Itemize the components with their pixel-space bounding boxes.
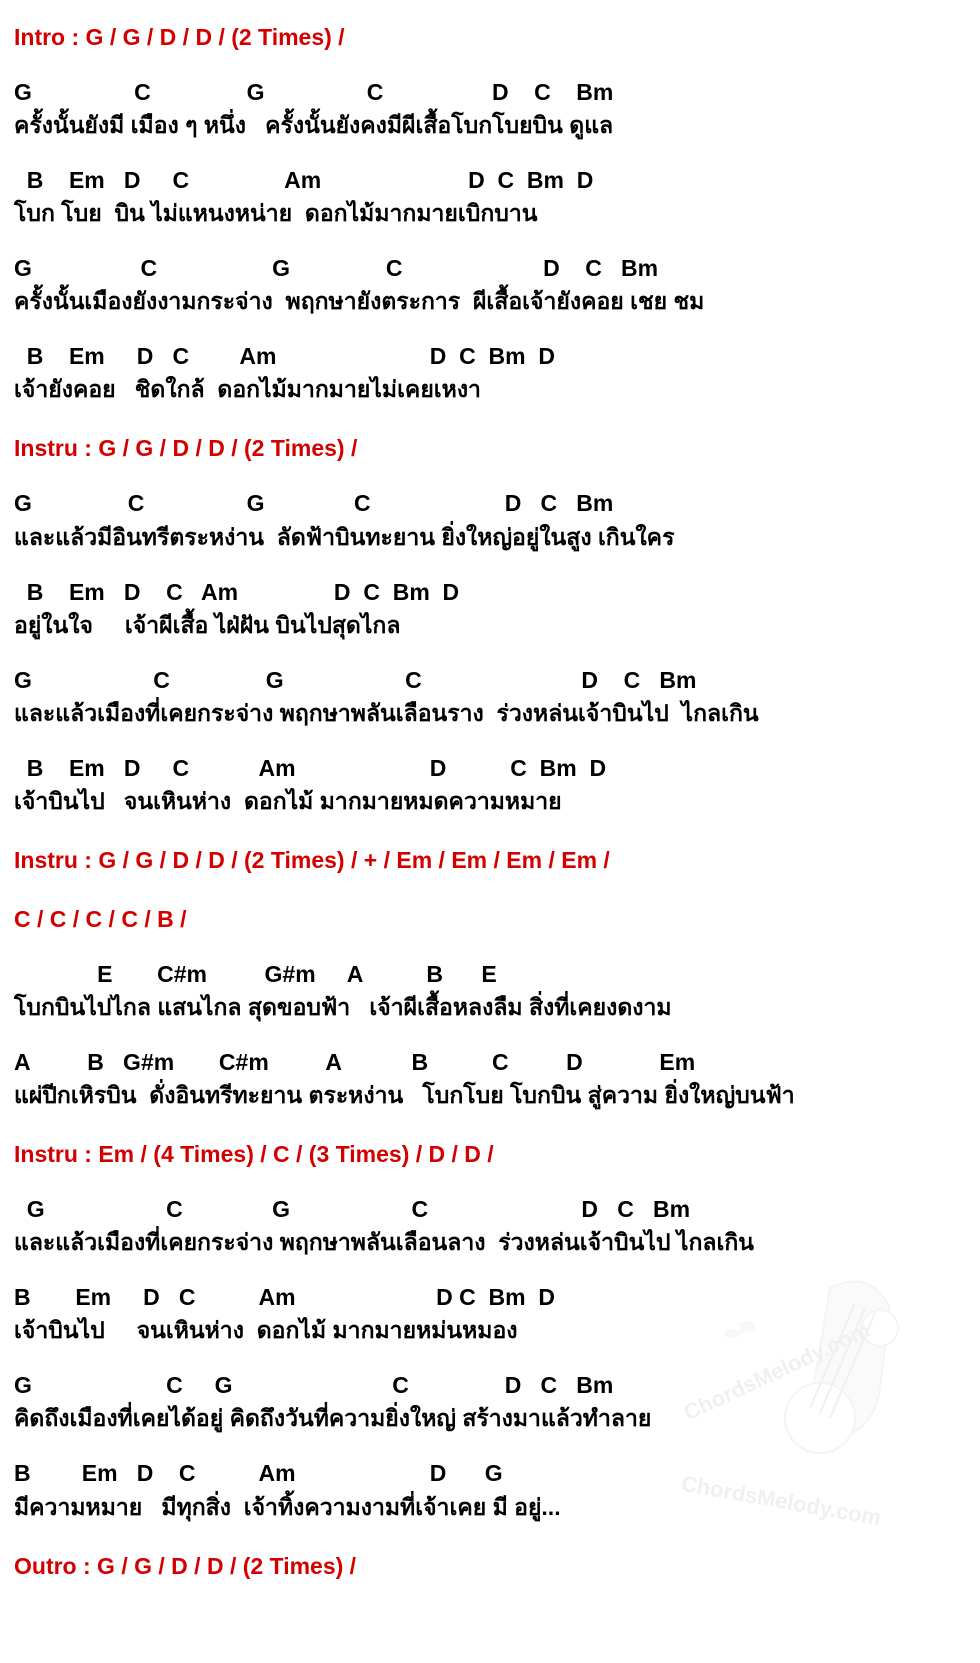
section-label: Outro : G / G / D / D / (2 Times) / [14,1551,966,1582]
chord-line: B Em D C Am D C Bm D [14,165,966,196]
lyric-line: เจ้าบินไป จนเหินห่าง ดอกไม้ มากมายหมดควา… [14,786,966,817]
chord-line: G C G C D C Bm [14,665,966,696]
lyric-line: คิดถึงเมืองที่เคยได้อยู่ คิดถึงวันที่ควา… [14,1403,966,1434]
lyric-line: เจ้ายังคอย ชิดใกล้ ดอกไม้มากมายไม่เคยเหง… [14,374,966,405]
chord-line: B Em D C Am D C Bm D [14,1282,966,1313]
chord-lyric-block: G C G C D C Bmและแล้วมีอินทรีตระหง่าน ลั… [14,488,966,552]
chord-line: B Em D C Am D C Bm D [14,577,966,608]
lyric-line: และแล้วมีอินทรีตระหง่าน ลัดฟ้าบินทะยาน ย… [14,522,966,553]
chord-line: B Em D C Am D C Bm D [14,753,966,784]
chord-line: B Em D C Am D C Bm D [14,341,966,372]
lyric-line: ครั้งนั้นเมืองยังงามกระจ่าง พฤกษายังตระก… [14,286,966,317]
chord-line: E C#m G#m A B E [14,959,966,990]
chord-lyric-block: B Em D C Am D C Bm Dเจ้ายังคอย ชิดใกล้ ด… [14,341,966,405]
plus-symbol: + [364,847,377,873]
lyric-line: โบกบินไปไกล แสนไกล สุดขอบฟ้า เจ้าผีเสื้อ… [14,992,966,1023]
lyric-line: โบก โบย บิน ไม่แหนงหน่าย ดอกไม้มากมายเบิ… [14,198,966,229]
chord-lyric-block: E C#m G#m A B Eโบกบินไปไกล แสนไกล สุดขอบ… [14,959,966,1023]
chord-line: G C G C D C Bm [14,1370,966,1401]
chord-lyric-block: B Em D C Am D C Bm Dเจ้าบินไป จนเหินห่าง… [14,1282,966,1346]
chord-lyric-block: G C G C D C Bmครั้งนั้นยังมี เมือง ๆ หนึ… [14,77,966,141]
section-label: Instru : Em / (4 Times) / C / (3 Times) … [14,1139,966,1170]
chord-line: B Em D C Am D G [14,1458,966,1489]
section-label: C / C / C / C / B / [14,904,966,935]
lyric-line: เจ้าบินไป จนเหินห่าง ดอกไม้ มากมายหม่นหม… [14,1315,966,1346]
section-label: Instru : G / G / D / D / (2 Times) / [14,433,966,464]
chord-lyric-block: B Em D C Am D C Bm Dเจ้าบินไป จนเหินห่าง… [14,753,966,817]
chord-lyric-block: B Em D C Am D C Bm Dอยู่ในใจ เจ้าผีเสื้อ… [14,577,966,641]
chord-lyric-block: G C G C D C Bmและแล้วเมืองที่เคยกระจ่าง … [14,665,966,729]
chord-line: G C G C D C Bm [14,77,966,108]
chord-line: G C G C D C Bm [14,1194,966,1225]
lyric-line: และแล้วเมืองที่เคยกระจ่าง พฤกษาพลันเลือน… [14,698,966,729]
chord-line: A B G#m C#m A B C D Em [14,1047,966,1078]
lyric-line: แผ่ปีกเหิรบิน ดั่งอินทรีทะยาน ตระหง่าน โ… [14,1080,966,1111]
chord-lyric-block: B Em D C Am D Gมีความหมาย มีทุกสิ่ง เจ้า… [14,1458,966,1522]
chord-lyric-block: A B G#m C#m A B C D Emแผ่ปีกเหิรบิน ดั่ง… [14,1047,966,1111]
label-after: / Em / Em / Em / Em / [377,847,610,873]
chord-lyric-block: G C G C D C Bmและแล้วเมืองที่เคยกระจ่าง … [14,1194,966,1258]
label-before: Instru : G / G / D / D / (2 Times) / [14,847,364,873]
section-label: Intro : G / G / D / D / (2 Times) / [14,22,966,53]
lyric-line: ครั้งนั้นยังมี เมือง ๆ หนึ่ง ครั้งนั้นยั… [14,110,966,141]
chord-line: G C G C D C Bm [14,253,966,284]
chord-lyric-block: G C G C D C Bmคิดถึงเมืองที่เคยได้อยู่ ค… [14,1370,966,1434]
chord-line: G C G C D C Bm [14,488,966,519]
lyric-line: และแล้วเมืองที่เคยกระจ่าง พฤกษาพลันเลือน… [14,1227,966,1258]
chord-lyric-block: B Em D C Am D C Bm Dโบก โบย บิน ไม่แหนงห… [14,165,966,229]
lyric-line: มีความหมาย มีทุกสิ่ง เจ้าทิ้งความงามที่เ… [14,1492,966,1523]
lyric-line: อยู่ในใจ เจ้าผีเสื้อ ไฝ่ฝัน บินไปสุดไกล [14,610,966,641]
section-label: Instru : G / G / D / D / (2 Times) / + /… [14,845,966,876]
chord-lyric-block: G C G C D C Bmครั้งนั้นเมืองยังงามกระจ่า… [14,253,966,317]
